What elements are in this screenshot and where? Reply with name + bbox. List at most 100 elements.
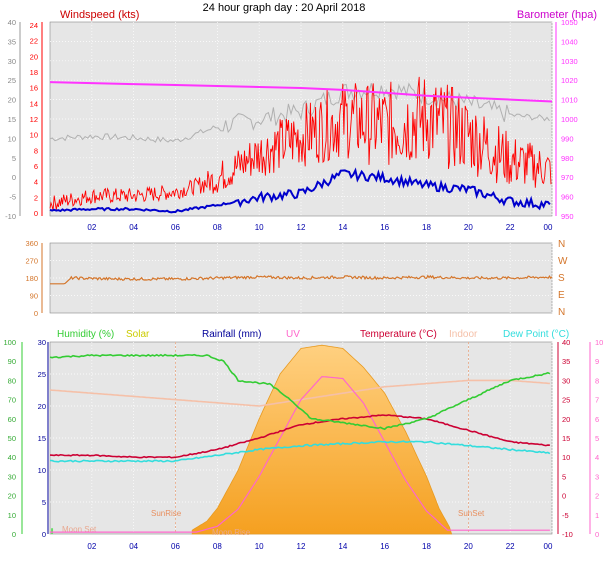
baro-tick: 1040: [561, 37, 578, 46]
wind-left-tick: 25: [8, 76, 16, 85]
humidity-tick: 50: [8, 434, 16, 443]
x-tick-label: 04: [129, 223, 138, 232]
baro-tick: 1050: [561, 18, 578, 27]
dir-left-tick: 270: [25, 257, 38, 266]
legend-item: Temperature (°C): [360, 329, 437, 340]
uv-tick: 7: [595, 396, 599, 405]
dir-right-label: W: [558, 256, 568, 267]
x-tick-label: 10: [255, 223, 264, 232]
humidity-tick: 100: [3, 338, 16, 347]
wind-inner-tick: 18: [30, 68, 38, 77]
wind-inner-tick: 4: [34, 178, 38, 187]
wind-left-tick: 20: [8, 96, 16, 105]
wind-inner-tick: 14: [30, 99, 38, 108]
wind-speed-line: [49, 76, 552, 211]
x-tick-label: 08: [213, 542, 222, 551]
x-tick-label: 00: [544, 223, 553, 232]
barometer-line: [49, 81, 553, 103]
wind-inner-tick: 2: [34, 193, 38, 202]
humidity-tick: 60: [8, 415, 16, 424]
dir-right-label: N: [558, 239, 565, 250]
dir-right-label: E: [558, 290, 565, 301]
wind-inner-tick: 0: [34, 209, 38, 218]
wind-inner-tick: 10: [30, 131, 38, 140]
uv-tick: 0: [595, 530, 599, 539]
baro-axis-label: Barometer (hpa): [517, 9, 597, 21]
baro-tick: 970: [561, 173, 574, 182]
temperature-line: [49, 414, 550, 459]
x-tick-label: 06: [171, 542, 180, 551]
wind-left-tick: 35: [8, 37, 16, 46]
x-tick-label: 16: [380, 223, 389, 232]
x-tick-label: 08: [213, 223, 222, 232]
wind-inner-tick: 12: [30, 115, 38, 124]
x-tick-label: 22: [506, 223, 515, 232]
wind-left-tick: 5: [12, 154, 16, 163]
humidity-tick: 0: [12, 530, 16, 539]
x-tick-label: 12: [297, 542, 306, 551]
dir-right-label: S: [558, 273, 565, 284]
dewpoint-line: [49, 440, 551, 463]
dir-left-tick: 0: [34, 309, 38, 318]
wind-avg-line: [49, 167, 551, 214]
humidity-tick: 70: [8, 396, 16, 405]
temp-tick: 5: [562, 472, 566, 481]
temp-tick: 40: [562, 338, 570, 347]
temp-tick: 10: [562, 453, 570, 462]
x-tick-label: 18: [422, 542, 431, 551]
sunrise-annotation: SunRise: [151, 509, 182, 518]
baro-tick: 1020: [561, 76, 578, 85]
humidity-tick: 20: [8, 492, 16, 501]
inner-tick: 15: [38, 434, 46, 443]
uv-tick: 3: [595, 472, 599, 481]
wind-left-tick: 40: [8, 18, 16, 27]
x-tick-label: 14: [338, 542, 347, 551]
baro-tick: 980: [561, 154, 574, 163]
graph-title: 24 hour graph day : 20 April 2018: [203, 2, 366, 14]
uv-tick: 6: [595, 415, 599, 424]
temp-tick: 30: [562, 376, 570, 385]
inner-tick: 25: [38, 370, 46, 379]
x-tick-label: 00: [544, 542, 553, 551]
wind-left-tick: -5: [9, 193, 16, 202]
temp-tick: 25: [562, 396, 570, 405]
x-tick-label: 16: [380, 542, 389, 551]
inner-tick: 20: [38, 402, 46, 411]
legend-item: Humidity (%): [57, 329, 114, 340]
wind-left-tick: 0: [12, 173, 16, 182]
wind-left-tick: 15: [8, 115, 16, 124]
x-tick-label: 10: [255, 542, 264, 551]
temp-tick: 35: [562, 357, 570, 366]
direction-line: [50, 274, 553, 285]
wind-inner-tick: 16: [30, 84, 38, 93]
temp-tick: -10: [562, 530, 573, 539]
wind-left-tick: -10: [5, 212, 16, 221]
humidity-tick: 10: [8, 511, 16, 520]
uv-tick: 2: [595, 492, 599, 501]
baro-tick: 1010: [561, 96, 578, 105]
legend-item: Solar: [126, 329, 150, 340]
x-tick-label: 12: [297, 223, 306, 232]
humidity-tick: 30: [8, 472, 16, 481]
temp-tick: 15: [562, 434, 570, 443]
x-tick-label: 18: [422, 223, 431, 232]
humidity-tick: 90: [8, 357, 16, 366]
dir-left-tick: 360: [25, 239, 38, 248]
x-tick-label: 06: [171, 223, 180, 232]
gust-line: [49, 82, 550, 143]
x-tick-label: 04: [129, 542, 138, 551]
humidity-bar: [51, 528, 54, 534]
sunset-annotation: SunSet: [458, 509, 485, 518]
inner-tick: 0: [42, 530, 46, 539]
wind-axis-label: Windspeed (kts): [60, 9, 139, 21]
uv-line: [50, 375, 550, 533]
humidity-tick: 80: [8, 376, 16, 385]
wind-inner-tick: 8: [34, 146, 38, 155]
dir-right-label: N: [558, 307, 565, 318]
uv-tick: 9: [595, 357, 599, 366]
inner-tick: 5: [42, 498, 46, 507]
uv-tick: 10: [595, 338, 603, 347]
inner-tick: 30: [38, 338, 46, 347]
uv-tick: 4: [595, 453, 599, 462]
humidity-tick: 40: [8, 453, 16, 462]
